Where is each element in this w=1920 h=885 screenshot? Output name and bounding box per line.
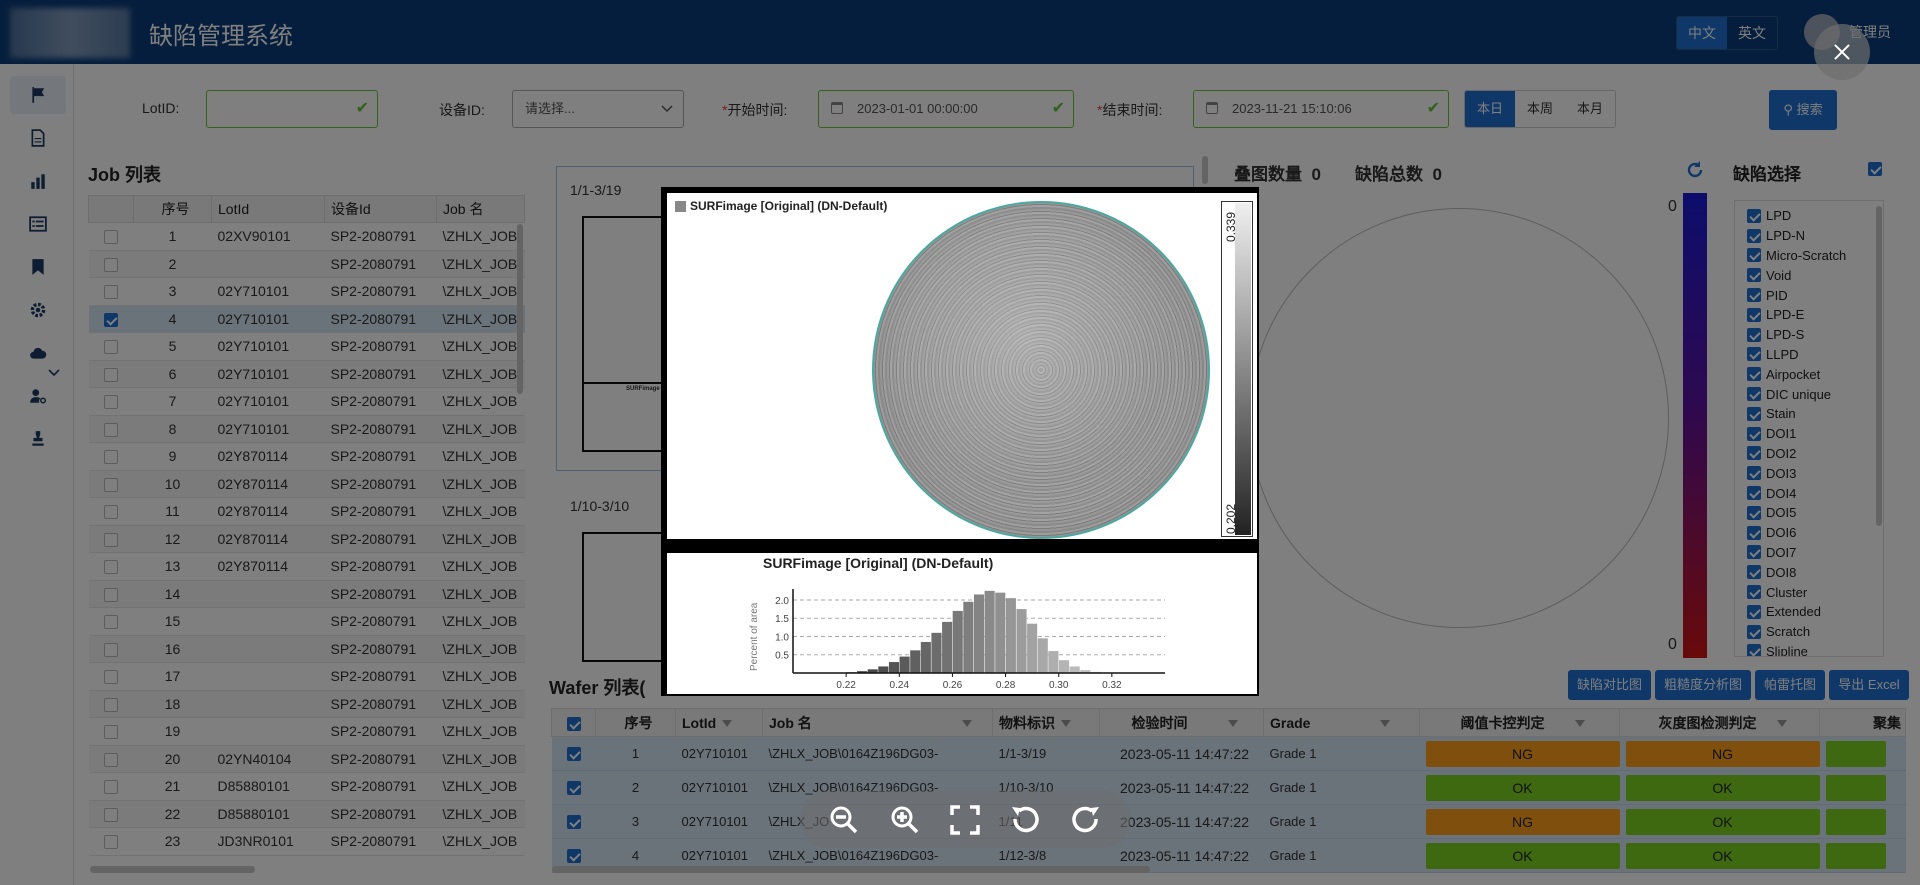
histogram-bar [1037,638,1048,673]
histogram-y-tick: 1.5 [775,614,789,625]
histogram-bar [1016,609,1027,673]
caption-marker [675,200,686,212]
colorbar-max-value: 0.339 [1224,211,1238,242]
histogram-bar [857,671,868,673]
rotate-left-icon [1012,806,1040,832]
histogram-title: SURFimage [Original] (DN-Default) [763,555,994,571]
grayscale-gradient [1235,203,1251,535]
rotate-right-icon [1072,806,1099,832]
viewer-toolbar [800,791,1130,848]
histogram-bar [878,666,889,673]
histogram-bar [973,594,985,673]
histogram-chart: 0.5 1.0 1.5 2.0 0.22 0.24 0.26 0.28 0.30 0.32 [775,589,1165,691]
histogram-y-tick: 1.0 [775,632,789,643]
histogram-bar [867,669,878,673]
zoom-in-icon [891,806,918,833]
wafer-image-caption-text: SURFimage [Original] (DN-Default) [690,199,888,213]
histogram-bar [963,601,974,673]
colorbar-min-value: 0.202 [1224,503,1238,534]
histogram-bar [984,590,995,673]
wafer-surface-image [872,201,1210,539]
histogram-bar [899,656,910,673]
zoom-out-button[interactable] [827,803,861,837]
histogram-x-tick: 0.24 [890,680,910,691]
histogram-bar [952,610,963,673]
histogram-x-tick: 0.30 [1049,680,1069,691]
histogram-x-tick: 0.26 [943,680,963,691]
histogram-bar [920,641,931,673]
rotate-left-button[interactable] [1008,803,1042,837]
histogram-bar [910,650,921,673]
histogram-panel: SURFimage [Original] (DN-Default) Percen… [667,553,1257,694]
histogram-x-tick: 0.28 [996,680,1016,691]
image-viewer[interactable]: SURFimage [Original] (DN-Default) 0.339 … [661,187,1259,696]
histogram-x-tick: 0.32 [1102,680,1122,691]
close-viewer-button[interactable] [1814,24,1870,80]
histogram-bar [1058,660,1070,673]
rotate-right-button[interactable] [1069,803,1103,837]
histogram-y-tick: 2.0 [775,596,789,607]
histogram-bar [931,632,942,673]
histogram-bar [1027,623,1038,673]
histogram-bar [1080,670,1091,673]
histogram-bar [1005,598,1016,673]
wafer-image-caption: SURFimage [Original] (DN-Default) [675,199,887,213]
grayscale-colorbar: 0.339 0.202 [1221,201,1253,537]
zoom-out-icon [830,806,858,833]
fullscreen-icon [950,804,980,835]
histogram-bar [1069,666,1080,673]
wafer-image-panel: SURFimage [Original] (DN-Default) 0.339 … [667,193,1257,539]
histogram-bar [1048,651,1059,673]
fullscreen-button[interactable] [948,803,982,837]
histogram-x-tick: 0.22 [836,680,856,691]
histogram-bar [995,592,1006,673]
histogram-bar [942,621,953,673]
histogram-bar [888,662,900,673]
histogram-y-tick: 0.5 [775,651,789,662]
zoom-in-button[interactable] [888,803,922,837]
